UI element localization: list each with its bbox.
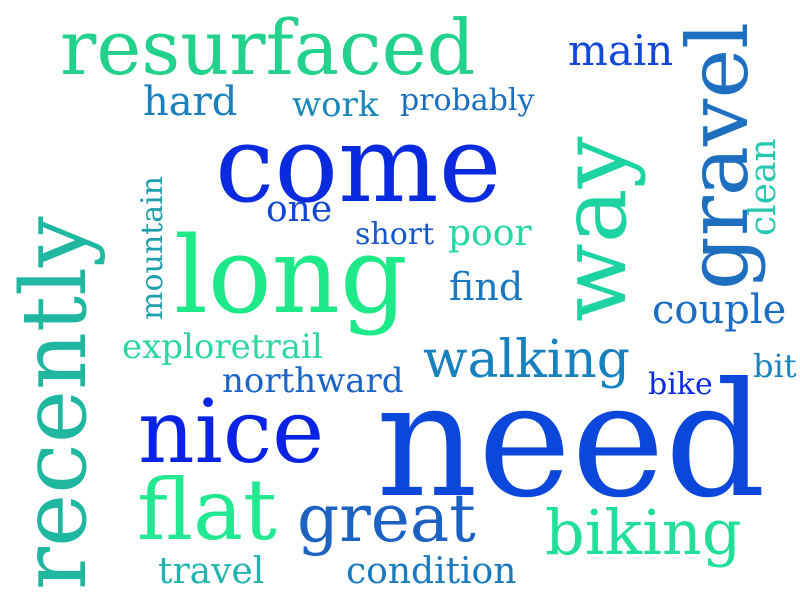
word-probably: probably — [400, 83, 535, 118]
word-clean: clean — [743, 138, 784, 236]
word-bit: bit — [753, 347, 797, 385]
word-condition: condition — [346, 551, 517, 592]
word-long: long — [174, 214, 408, 337]
word-couple: couple — [652, 287, 787, 333]
word-hard: hard — [143, 79, 238, 125]
word-northward: northward — [222, 361, 404, 401]
word-exploretrail: exploretrail — [122, 327, 323, 367]
word-flat: flat — [137, 461, 277, 559]
word-travel: travel — [158, 551, 265, 592]
word-short: short — [355, 217, 435, 252]
word-poor: poor — [448, 213, 532, 254]
word-resurfaced: resurfaced — [60, 3, 476, 92]
word-way: way — [540, 136, 647, 322]
word-recently: recently — [2, 216, 107, 590]
word-walking: walking — [423, 330, 631, 390]
word-work: work — [292, 85, 379, 125]
word-mountain: mountain — [135, 175, 170, 320]
word-nice: nice — [138, 380, 325, 483]
word-biking: biking — [545, 496, 742, 569]
word-find: find — [449, 265, 524, 309]
word-main: main — [568, 26, 674, 75]
word-bike: bike — [648, 367, 713, 402]
word-great: great — [297, 480, 476, 557]
word-need: need — [376, 349, 766, 533]
word-come: come — [215, 103, 502, 226]
word-one: one — [266, 189, 333, 230]
